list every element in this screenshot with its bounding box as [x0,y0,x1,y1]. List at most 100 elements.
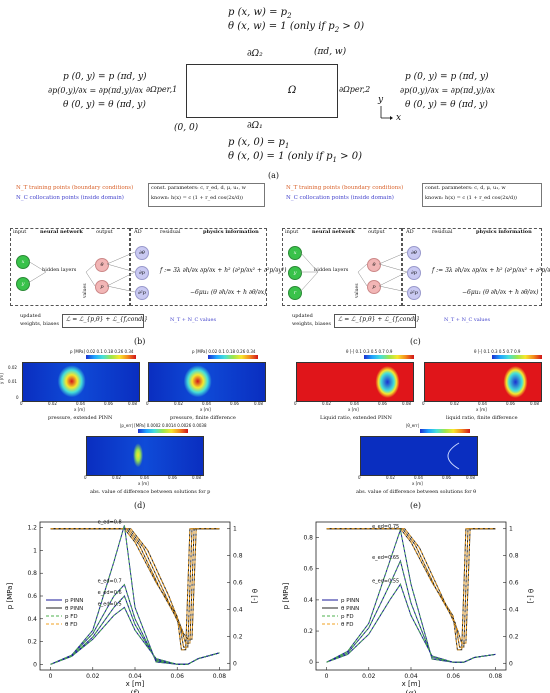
x-tick-label: 0 [325,673,329,680]
theta-map-pinn [296,362,414,402]
y-tick-label: 0.8 [303,535,313,542]
x-tick: 0.08 [530,401,539,406]
colorbar [364,355,414,359]
axis-arrows-icon [380,106,393,120]
output-header: output [96,229,113,235]
collocation-points-label: N_C collocation points (inside domain) [286,195,394,201]
domain-omega: Ω [288,85,297,96]
y-tick-label: 1 [33,547,37,554]
input-header: input [13,229,27,235]
ad-node-2: ∂p [407,266,421,280]
y2-axis-label: θ [-] [250,589,258,604]
x-tick: 0.08 [192,475,201,480]
nn-header: neural network [312,229,355,235]
training-points-label: N_T training points (boundary conditions… [16,185,134,191]
output-node-p: p [367,280,381,294]
colorbar-label: θ [-] 0.1 0.3 0.5 0.7 0.9 [346,349,393,354]
boundary-left: ∂Ωper,1 [146,85,178,94]
right-bc-2: ∂p(0,y)/∂x = ∂p(πd,y)/∂x [400,86,496,95]
input-node-y: y [16,277,30,291]
weights-label: weights, biases [292,321,331,327]
x-axis-label: x [m] [348,407,359,412]
theta-pinn-line [326,528,496,648]
curve-annotation: e_ed=0.7 [98,579,122,585]
ad-node-1: ∂θ [407,246,421,260]
y-tick: 0.02 [8,365,17,370]
top-bc-theta: θ (x, w) = 1 (only if p2 > 0) [228,21,365,34]
map-caption: liquid ratio, finite difference [446,415,518,421]
residual-equation: f := 3λ ∂h/∂x ∂p/∂x + h² (∂²p/∂x² + ∂²p/… [160,267,287,274]
output-node-theta: θ [95,258,109,272]
hidden-layers-label: hidden layers [42,267,77,273]
colorbar-label: p [MPa] 0.02 0.1 0.18 0.26 0.34 [70,349,134,354]
left-bc-2: ∂p(0,y)/∂x = ∂p(πd,y)/∂x [48,86,144,95]
colorbar-label: p [MPa] 0.02 0.1 0.18 0.26 0.34 [192,349,256,354]
y2-tick-label: 0.2 [233,633,243,640]
residual-header: residual [432,229,453,235]
y2-tick-label: 1 [509,526,513,533]
y2-tick-label: 1 [233,526,237,533]
corner-top-right: (πd, w) [314,47,347,57]
y-tick-label: 1.2 [27,525,37,532]
collocation-points-label: N_C collocation points (inside domain) [16,195,124,201]
plot-frame [315,521,507,671]
x-tick: 0.02 [48,401,57,406]
residual-header: residual [160,229,181,235]
theta-error-map [360,436,478,476]
p-fd-line [326,583,496,663]
const-params-box [422,183,542,207]
colorbar [420,429,470,433]
curve-annotation: e_ed=0.5 [98,601,122,607]
x-tick: 0 [358,475,361,480]
physics-header: physics information [476,229,532,235]
x-axis-label: x [m] [412,481,423,486]
physics-header: physics information [203,229,259,235]
x-tick: 0.02 [322,401,331,406]
y-axis-label: p [MPa] [282,583,290,610]
x-tick: 0.04 [414,475,423,480]
pressure-map-pinn [22,362,140,402]
colorbar [86,355,136,359]
p-fd-line [50,606,220,665]
output-node-p: p [95,280,109,294]
theta-fd-line [50,528,220,640]
y-axis-label: y [m] [0,373,4,384]
legend-label: θ PINN [341,606,359,612]
map-caption: abs. value of difference between solutio… [356,489,477,495]
chart-caption: (g) [405,689,416,693]
residual-equation: f := 3λ ∂h/∂x ∂p/∂x + h² (∂²p/∂x² + ∂²p/… [432,267,550,274]
y2-tick-label: 0.6 [233,580,243,587]
curve-annotation: e_ed=0.55 [372,578,399,584]
domain-rectangle [186,64,338,118]
y2-tick-label: 0.4 [509,606,519,613]
x-axis-label: x [m] [402,680,421,688]
bottom-bc-pressure: p (x, 0) = p1 [228,137,290,150]
chart-f: 0 0.02 0.04 0.06 0.08 0 0.2 0.4 0.6 0.8 1 1.2 0 0.2 0.… [6,519,258,693]
x-axis-label: x [m] [476,407,487,412]
y-tick-label: 0.2 [27,639,37,646]
colorbar-label: |θ_err| [406,423,419,428]
y-tick: 0 [16,395,19,400]
x-tick: 0.06 [104,401,113,406]
nvalues-label: N_T + N_C values [170,317,217,323]
y-tick-label: 0.4 [27,616,37,623]
const-params: const. parameters: c, r_ed, d, μ, u₁, w [151,185,246,191]
legend-label: θ FD [65,622,78,628]
x-tick: 0.06 [378,401,387,406]
const-params: const. parameters: c, d, μ, u₁, w [425,185,506,191]
x-axis-label: x [m] [74,407,85,412]
pressure-map-fd [148,362,266,402]
theta-map-fd [424,362,542,402]
loss-formula: ℒ = ℒ_{p,θ} + ℒ_{f,condi} [338,316,420,323]
loss-box [62,314,144,328]
x-tick-label: 0.06 [171,673,185,680]
x-tick: 0.02 [386,475,395,480]
x-tick: 0.04 [76,401,85,406]
map-caption: pressure, finite difference [170,415,236,421]
curve-annotation: e_ed=0.65 [372,555,399,561]
residual-equation-2: −6μu₁ (θ ∂h/∂x + h ∂θ/∂x) [190,289,267,296]
theta-fd-line [326,528,496,651]
weights-label: weights, biases [20,321,59,327]
x-tick: 0.06 [168,475,177,480]
theta-fd-line [326,528,496,648]
